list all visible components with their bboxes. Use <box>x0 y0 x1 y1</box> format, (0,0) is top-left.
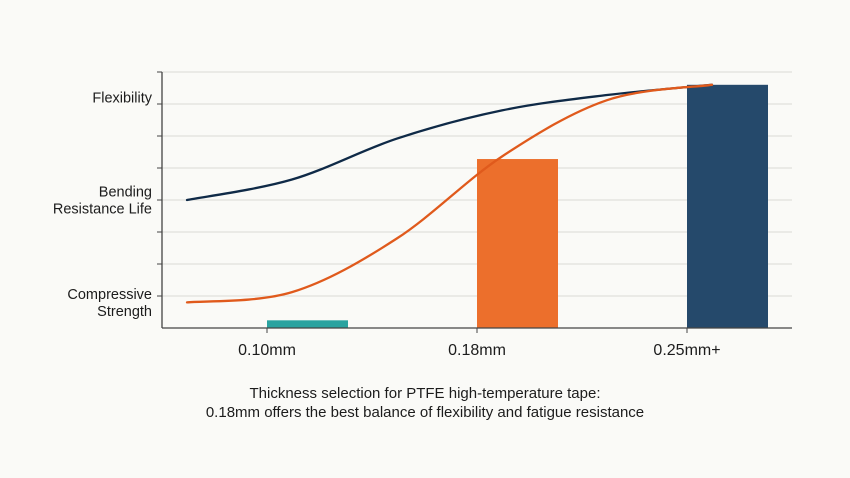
bar-0.25mm+ <box>687 84 768 328</box>
y-category-label: Strength <box>97 304 152 320</box>
caption-line-1: Thickness selection for PTFE high-temper… <box>249 385 601 402</box>
caption-line-2: 0.18mm offers the best balance of flexib… <box>205 404 645 421</box>
x-tick-label: 0.10mm <box>238 342 296 359</box>
y-category-label: Compressive <box>67 287 152 303</box>
y-category-label: Bending <box>99 185 152 201</box>
bars <box>267 84 768 328</box>
x-tick-label: 0.18mm <box>448 342 506 359</box>
series-lines <box>185 83 714 304</box>
x-tick-label: 0.25mm+ <box>653 342 720 359</box>
series-line-1 <box>185 83 714 202</box>
bar-0.18mm <box>477 159 558 328</box>
bar-0.10mm <box>267 320 348 328</box>
y-category-label: Resistance Life <box>53 202 152 218</box>
axes <box>157 71 792 333</box>
y-category-label: Flexibility <box>92 91 152 107</box>
series-line-2 <box>185 83 714 304</box>
axis-labels: 0.10mm 0.18mm 0.25mm+ Flexibility BendingRes… <box>53 91 721 359</box>
